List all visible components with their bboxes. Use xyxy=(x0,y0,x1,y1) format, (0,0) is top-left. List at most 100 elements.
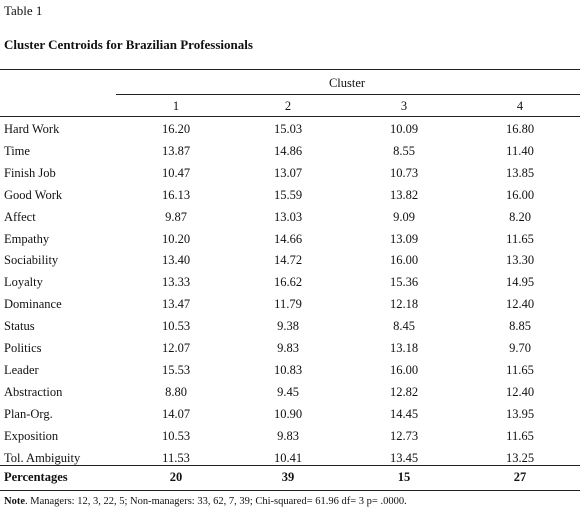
row-label: Empathy xyxy=(4,231,50,246)
table-row: Abstraction 8.80 9.45 12.82 12.40 xyxy=(0,382,580,404)
table-cell: 9.83 xyxy=(277,428,299,443)
table-title: Cluster Centroids for Brazilian Professi… xyxy=(4,37,253,52)
table-cell: 14.07 xyxy=(161,406,191,421)
column-header-3: 3 xyxy=(400,99,408,113)
table-cell: 10.90 xyxy=(273,406,303,421)
table-cell: 8.20 xyxy=(509,209,531,224)
cluster-header: Cluster xyxy=(328,76,366,90)
percentages-top-rule xyxy=(0,465,580,466)
table-cell: 12.40 xyxy=(505,384,535,399)
table-cell: 15.53 xyxy=(161,362,191,377)
bottom-rule xyxy=(0,490,580,491)
row-label: Sociability xyxy=(4,253,59,268)
table-cell: 16.13 xyxy=(161,187,191,202)
table-cell: 12.82 xyxy=(389,384,419,399)
table-cell: 11.65 xyxy=(506,362,534,377)
percentages-cell: 20 xyxy=(169,470,183,484)
table-cell: 9.83 xyxy=(277,341,299,355)
table-cell: 12.73 xyxy=(389,428,419,443)
table-cell: 13.33 xyxy=(161,275,191,290)
table-cell: 14.72 xyxy=(273,253,303,268)
table-cell: 13.40 xyxy=(161,253,191,268)
table-cell: 15.36 xyxy=(389,275,419,290)
row-label: Dominance xyxy=(4,297,62,312)
table-row: Affect 9.87 13.03 9.09 8.20 xyxy=(0,207,580,229)
percentages-cell: 39 xyxy=(281,470,295,484)
table-cell: 13.03 xyxy=(273,209,303,224)
table-cell: 14.95 xyxy=(505,275,535,290)
table-cell: 13.09 xyxy=(389,231,419,246)
column-header-4: 4 xyxy=(516,99,524,113)
table-cell: 16.20 xyxy=(161,122,191,136)
table-row: Loyalty 13.33 16.62 15.36 14.95 xyxy=(0,272,580,294)
percentages-row: Percentages 20 39 15 27 xyxy=(0,467,580,489)
row-label: Time xyxy=(4,143,30,158)
table-cell: 10.53 xyxy=(161,319,191,334)
table-label: Table 1 xyxy=(4,3,43,18)
table-row: Dominance 13.47 11.79 12.18 12.40 xyxy=(0,294,580,316)
table-cell: 14.86 xyxy=(273,143,303,158)
table-row: Sociability 13.40 14.72 16.00 13.30 xyxy=(0,250,580,272)
table-cell: 8.80 xyxy=(165,384,187,399)
table-cell: 13.87 xyxy=(161,143,191,158)
table-cell: 16.62 xyxy=(273,275,303,290)
table-cell: 10.20 xyxy=(161,231,191,246)
table-cell: 16.00 xyxy=(389,362,419,377)
table-cell: 13.30 xyxy=(505,253,535,268)
table-cell: 9.38 xyxy=(277,319,299,334)
row-label: Finish Job xyxy=(4,165,56,180)
table-row: Finish Job 10.47 13.07 10.73 13.85 xyxy=(0,163,580,185)
row-label: Status xyxy=(4,319,35,334)
table-row: Hard Work 16.20 15.03 10.09 16.80 xyxy=(0,119,580,141)
table-cell: 8.45 xyxy=(393,319,415,334)
table-cell: 14.45 xyxy=(389,406,419,421)
table-cell: 11.65 xyxy=(506,231,534,246)
table-cell: 13.45 xyxy=(389,450,419,465)
table-cell: 13.25 xyxy=(505,450,535,465)
header-rule xyxy=(0,116,580,117)
table-cell: 11.53 xyxy=(162,450,190,465)
table-cell: 15.03 xyxy=(273,122,303,136)
table-cell: 11.65 xyxy=(506,428,534,443)
table-cell: 13.18 xyxy=(389,341,419,355)
column-header-1: 1 xyxy=(172,99,180,113)
top-rule xyxy=(0,69,580,70)
table-cell: 13.95 xyxy=(505,406,535,421)
table-cell: 13.82 xyxy=(389,187,419,202)
table-cell: 13.85 xyxy=(505,165,535,180)
row-label: Good Work xyxy=(4,187,63,202)
percentages-cell: 15 xyxy=(397,470,411,484)
table-cell: 9.70 xyxy=(509,341,531,355)
table-row: Politics 12.07 9.83 13.18 9.70 xyxy=(0,338,580,360)
table-cell: 16.00 xyxy=(389,253,419,268)
column-header-2: 2 xyxy=(284,99,292,113)
row-label: Plan-Org. xyxy=(4,406,53,421)
table-row: Tol. Ambiguity 11.53 10.41 13.45 13.25 xyxy=(0,448,580,470)
table-cell: 12.18 xyxy=(389,297,419,312)
table-cell: 10.53 xyxy=(161,428,191,443)
table-cell: 8.85 xyxy=(509,319,531,334)
table-cell: 16.00 xyxy=(505,187,535,202)
table-cell: 9.45 xyxy=(277,384,299,399)
table-cell: 9.87 xyxy=(165,209,187,224)
row-label: Affect xyxy=(4,209,36,224)
row-label: Loyalty xyxy=(4,275,43,290)
table-cell: 10.83 xyxy=(273,362,303,377)
table-cell: 13.07 xyxy=(273,165,303,180)
table-cell: 11.40 xyxy=(506,143,534,158)
table-cell: 10.73 xyxy=(389,165,419,180)
row-label: Hard Work xyxy=(4,122,60,136)
table-row: Leader 15.53 10.83 16.00 11.65 xyxy=(0,360,580,382)
table-cell: 14.66 xyxy=(273,231,303,246)
table-cell: 13.47 xyxy=(161,297,191,312)
table-cell: 8.55 xyxy=(393,143,415,158)
table-row: Plan-Org. 14.07 10.90 14.45 13.95 xyxy=(0,404,580,426)
cluster-rule xyxy=(116,94,580,95)
note-label: Note xyxy=(4,496,25,507)
table-cell: 10.09 xyxy=(389,122,419,136)
table-cell: 12.07 xyxy=(161,341,191,355)
table-cell: 12.40 xyxy=(505,297,535,312)
table-note: Note. Managers: 12, 3, 22, 5; Non-manage… xyxy=(4,496,407,507)
table-row: Time 13.87 14.86 8.55 11.40 xyxy=(0,141,580,163)
row-label: Abstraction xyxy=(4,384,63,399)
